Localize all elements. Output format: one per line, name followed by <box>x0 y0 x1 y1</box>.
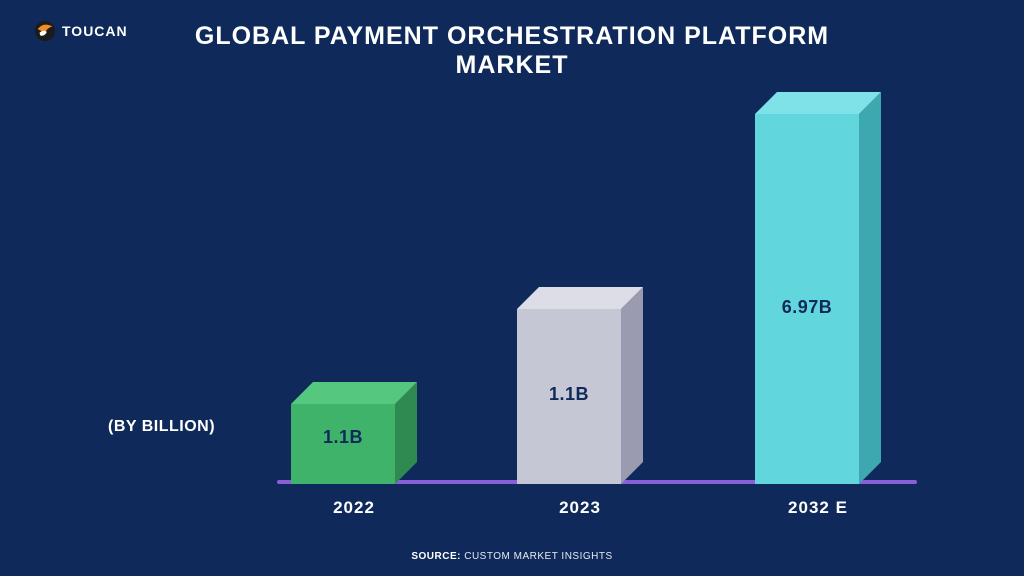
bar-2032-e: 6.97B <box>755 92 881 484</box>
bar-2022: 1.1B <box>291 382 417 484</box>
source-line: SOURCE: CUSTOM MARKET INSIGHTS <box>0 551 1024 562</box>
bar-2023: 1.1B <box>517 287 643 484</box>
bar-top <box>517 287 643 309</box>
bar-top <box>291 382 417 404</box>
bar-value-label: 1.1B <box>291 427 395 448</box>
source-value: CUSTOM MARKET INSIGHTS <box>464 551 612 562</box>
chart-title-line2: MARKET <box>456 51 569 79</box>
bar-side <box>859 92 881 484</box>
bar-top <box>755 92 881 114</box>
source-label: SOURCE: <box>411 551 461 562</box>
x-label-2022: 2022 <box>271 498 437 518</box>
x-label-2023: 2023 <box>497 498 663 518</box>
bar-side <box>621 287 643 484</box>
bar-value-label: 1.1B <box>517 384 621 405</box>
chart-title: GLOBAL PAYMENT ORCHESTRATION PLATFORMMAR… <box>0 22 1024 80</box>
bar-value-label: 6.97B <box>755 297 859 318</box>
x-label-2032-e: 2032 E <box>735 498 901 518</box>
chart-area: 1.1B20221.1B20236.97B2032 E <box>277 114 917 484</box>
canvas: TOUCAN GLOBAL PAYMENT ORCHESTRATION PLAT… <box>0 0 1024 576</box>
chart-title-line1: GLOBAL PAYMENT ORCHESTRATION PLATFORM <box>195 22 829 50</box>
y-axis-label: (BY BILLION) <box>108 418 215 436</box>
